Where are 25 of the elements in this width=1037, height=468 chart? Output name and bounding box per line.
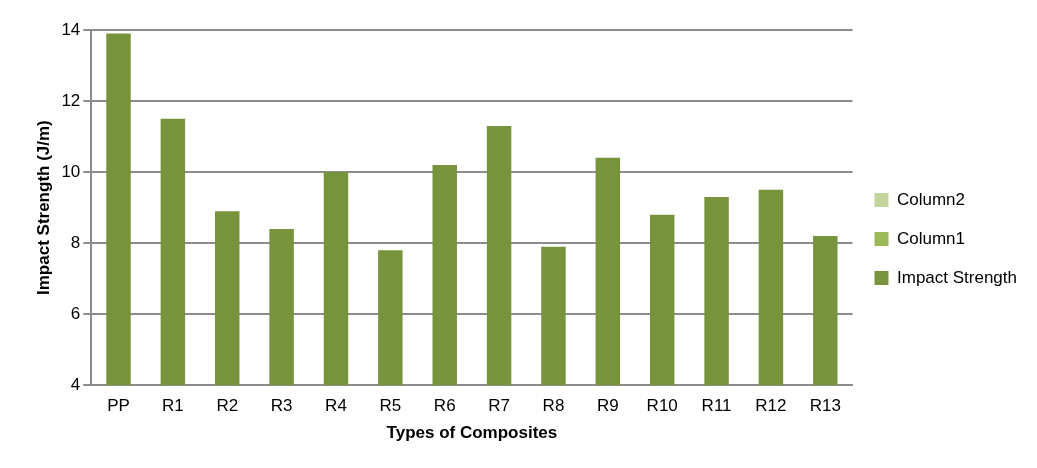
y-tick-label: 10 xyxy=(61,161,81,181)
x-tick-label: R7 xyxy=(488,396,510,416)
y-tick-label: 6 xyxy=(70,303,81,323)
x-tick-label: R4 xyxy=(325,396,347,416)
x-tick-label: R1 xyxy=(162,396,184,416)
x-axis-title: Types of Composites xyxy=(386,423,558,443)
y-tick-label: 12 xyxy=(61,90,81,110)
y-tick-label: 14 xyxy=(61,19,81,39)
legend-label: Column1 xyxy=(897,228,966,248)
x-tick-label: R11 xyxy=(701,396,732,416)
y-tick-label: 4 xyxy=(70,374,81,394)
x-tick-label: PP xyxy=(107,396,130,416)
x-tick-label: R3 xyxy=(270,396,293,416)
x-tick-label: R6 xyxy=(433,396,456,416)
x-tick-label: R2 xyxy=(216,396,239,416)
y-tick-label: 8 xyxy=(70,232,81,252)
x-tick-label: R8 xyxy=(542,396,565,416)
legend-label: Impact Strength xyxy=(897,267,1018,287)
x-tick-label: R5 xyxy=(379,396,402,416)
legend-label: Column2 xyxy=(897,189,966,209)
x-tick-label: R9 xyxy=(596,396,619,416)
x-tick-label: R13 xyxy=(809,396,841,416)
y-axis-title: Impact Strength (J/m) xyxy=(33,120,53,295)
x-tick-label: R10 xyxy=(646,396,678,416)
x-tick-label: R12 xyxy=(755,396,787,416)
